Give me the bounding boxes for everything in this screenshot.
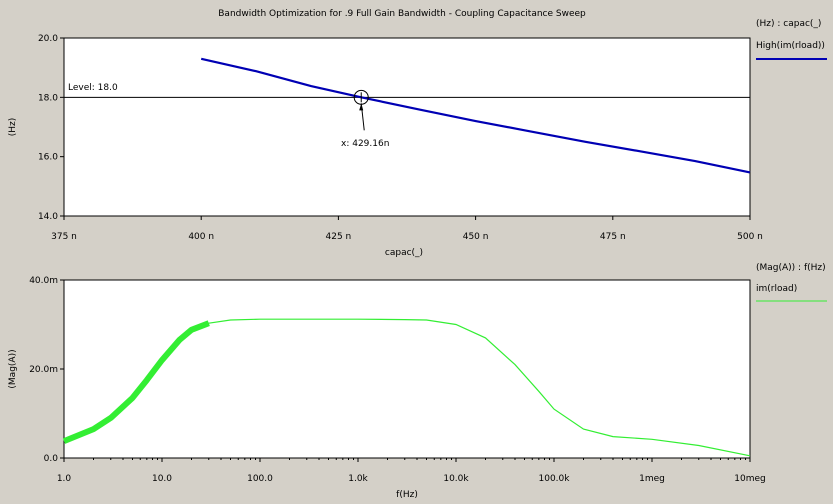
top-plot: 375 n 400 n 425 n 450 n 475 n 500 n 14.016.01… bbox=[8, 34, 763, 258]
top-y-tick-label: 14.0 bbox=[38, 212, 58, 222]
bottom-series-group bbox=[62, 318, 751, 457]
top-series-group bbox=[200, 57, 751, 174]
bottom-x-axis-label: f(Hz) bbox=[396, 490, 418, 500]
top-legend: (Hz) : capac(_) High(im(rload)) bbox=[756, 19, 827, 60]
top-x-axis-label: capac(_) bbox=[385, 248, 423, 258]
top-x-tick-label: 450 n bbox=[463, 232, 489, 242]
top-y-axis-label: (Hz) bbox=[8, 118, 18, 137]
bottom-y-tick-label: 0.0 bbox=[44, 454, 59, 464]
top-x-tick-label: 500 n bbox=[737, 232, 763, 242]
level-label: Level: 18.0 bbox=[68, 83, 118, 93]
bottom-y-tick-label: 20.0m bbox=[29, 365, 58, 375]
top-x-tick-label: 425 n bbox=[326, 232, 352, 242]
top-y-tick-label: 20.0 bbox=[38, 34, 58, 44]
top-x-tick-label: 375 n bbox=[51, 232, 77, 242]
top-y-tick-label: 16.0 bbox=[38, 153, 58, 163]
bottom-x-axis: 1.0 10.0 100.0 1.0k 10.0k 100.0k 1meg 10meg bbox=[57, 458, 766, 484]
top-y-axis: 14.0 16.0 18.0 20.0 bbox=[38, 34, 64, 222]
top-series-line[interactable] bbox=[200, 57, 751, 174]
bottom-x-tick-label: 1.0k bbox=[348, 474, 368, 484]
bottom-legend-header: (Mag(A)) : f(Hz) bbox=[756, 263, 826, 273]
crosshair-marker-group[interactable] bbox=[353, 89, 369, 131]
bottom-legend: (Mag(A)) : f(Hz) im(rload) bbox=[756, 263, 827, 302]
top-x-tick-label: 400 n bbox=[188, 232, 214, 242]
bottom-legend-entry-label[interactable]: im(rload) bbox=[756, 284, 797, 294]
bottom-x-tick-label: 100.0k bbox=[539, 474, 571, 484]
bottom-x-tick-label: 10meg bbox=[734, 474, 765, 484]
bottom-x-tick-label: 1meg bbox=[639, 474, 665, 484]
top-y-tick-label: 18.0 bbox=[38, 93, 58, 103]
window-title: Bandwidth Optimization for .9 Full Gain … bbox=[218, 9, 586, 19]
bottom-y-tick-label: 40.0m bbox=[29, 276, 58, 286]
bottom-x-tick-label: 100.0 bbox=[247, 474, 273, 484]
top-x-tick-label: 475 n bbox=[600, 232, 626, 242]
top-legend-header: (Hz) : capac(_) bbox=[756, 19, 821, 29]
marker-arrowhead bbox=[359, 103, 364, 111]
bottom-y-axis: 0.0 20.0m 40.0m bbox=[29, 276, 64, 464]
bottom-x-tick-label: 10.0k bbox=[443, 474, 469, 484]
bottom-x-tick-label: 10.0 bbox=[152, 474, 172, 484]
bottom-plot-area[interactable] bbox=[63, 279, 751, 459]
marker-label: x: 429.16n bbox=[341, 139, 389, 149]
bottom-y-axis-label: (Mag(A)) bbox=[8, 349, 18, 388]
top-legend-entry-label[interactable]: High(im(rload)) bbox=[756, 41, 825, 51]
bottom-x-tick-label: 1.0 bbox=[57, 474, 72, 484]
top-plot-area[interactable] bbox=[63, 37, 751, 217]
top-x-axis: 375 n 400 n 425 n 450 n 475 n 500 n bbox=[51, 216, 763, 242]
bottom-plot: 1.0 10.0 100.0 1.0k 10.0k 100.0k 1meg 10meg 0.0… bbox=[8, 276, 766, 500]
bottom-series-line[interactable] bbox=[63, 318, 751, 457]
